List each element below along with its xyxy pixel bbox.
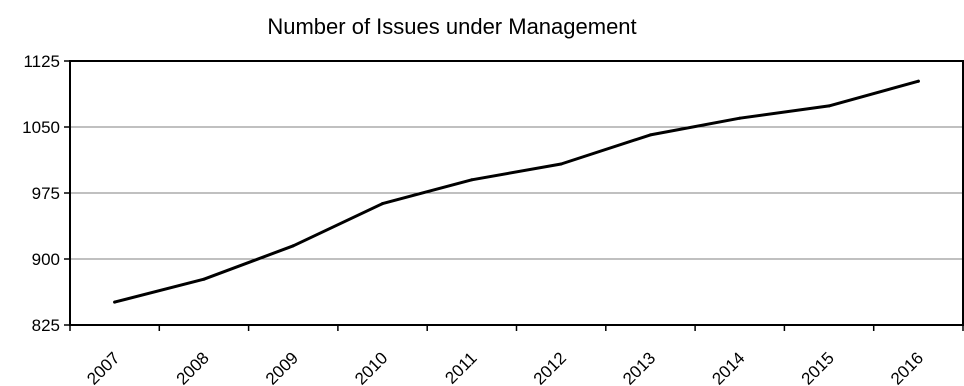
data-point [202, 277, 206, 281]
y-tick-label: 975 [32, 184, 60, 203]
data-point [827, 104, 831, 108]
x-tick-label: 2009 [262, 348, 302, 386]
x-tick-label: 2008 [173, 348, 213, 386]
data-point [648, 133, 652, 137]
x-tick-label: 2011 [441, 348, 480, 386]
data-point [916, 79, 920, 83]
x-tick-label: 2007 [83, 348, 123, 386]
data-point [738, 116, 742, 120]
x-tick-labels: 2007 2008 2009 2010 2011 2012 2013 2014 2015 2016 [83, 348, 927, 386]
data-point [559, 162, 563, 166]
x-tick-label: 2012 [530, 348, 570, 386]
y-tick-label: 900 [32, 250, 60, 269]
x-tick-label: 2010 [351, 348, 391, 386]
x-tick-label: 2014 [708, 348, 748, 386]
y-tick-label: 1125 [23, 52, 60, 71]
x-tick-label: 2013 [619, 348, 659, 386]
y-tick-label: 1050 [22, 118, 60, 137]
series-layer [113, 79, 920, 304]
chart-title: Number of Issues under Management [267, 14, 636, 39]
gridlines [70, 126, 963, 260]
series-line [113, 79, 920, 304]
y-tick-label: 825 [32, 316, 60, 335]
x-tick-label: 2016 [887, 348, 927, 386]
data-point [291, 244, 295, 248]
data-point [470, 178, 474, 182]
y-tick-labels: 825 900 975 1050 1125 [22, 52, 60, 335]
data-point [381, 202, 385, 206]
x-tick-label: 2015 [798, 348, 838, 386]
axes [64, 60, 964, 331]
data-point [113, 300, 117, 304]
